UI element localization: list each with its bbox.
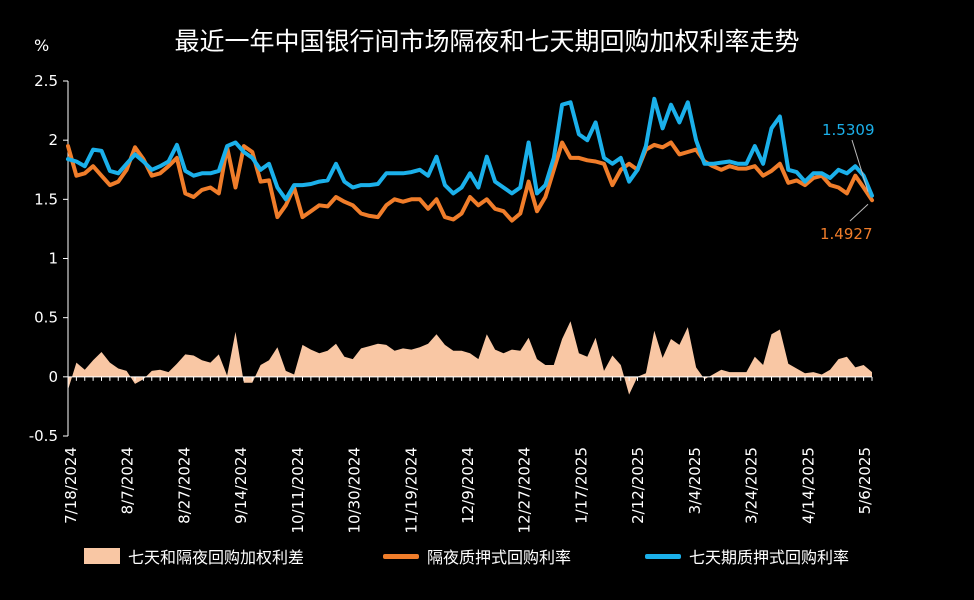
legend-label-7day: 七天期质押式回购利率 — [689, 548, 850, 567]
legend-item-spread: 七天和隔夜回购加权利差 — [84, 544, 304, 568]
x-tick-label: 1/17/2025 — [572, 447, 590, 524]
x-tick-label: 10/30/2024 — [346, 447, 364, 533]
legend-label-spread: 七天和隔夜回购加权利差 — [128, 548, 305, 567]
spread-area — [68, 321, 872, 395]
x-tick-label: 7/18/2024 — [62, 447, 80, 524]
labels: 1.5309 1.4927 — [820, 121, 875, 243]
x-tick-label: 8/7/2024 — [119, 447, 137, 514]
x-tick-label: 3/4/2025 — [686, 447, 704, 514]
spread-area-layer — [68, 321, 872, 395]
y-axis-unit-label: % — [34, 36, 50, 55]
x-tick-label: 5/6/2025 — [856, 447, 874, 514]
legend-swatch-spread — [84, 548, 120, 564]
rate-lines — [66, 96, 874, 223]
x-tick-label: 11/19/2024 — [402, 447, 420, 533]
axes: 2.5 2 1.5 1 0.5 0 -0.57/18/2024 8/7/2024 8/27/20… — [29, 72, 874, 534]
y-tick-label: 0 — [48, 368, 58, 386]
legend-item-7day: 七天期质押式回购利率 — [645, 544, 849, 568]
x-tick-label: 12/9/2024 — [459, 447, 477, 524]
x-tick-label: 2/12/2025 — [629, 447, 647, 524]
legend-swatch-7day — [645, 553, 681, 559]
legend-item-overnight: 隔夜质押式回购利率 — [383, 544, 571, 568]
y-tick-label: -0.5 — [29, 427, 58, 445]
x-tick-label: 4/14/2025 — [799, 447, 817, 524]
seven-day-leader-line — [851, 139, 869, 192]
x-tick-label: 10/11/2024 — [289, 447, 307, 533]
y-tick-label: 2.5 — [34, 72, 58, 90]
legend-label-overnight: 隔夜质押式回购利率 — [427, 548, 572, 567]
legend-swatch-overnight — [383, 553, 419, 559]
x-tick-label: 8/27/2024 — [175, 447, 193, 524]
seven-day-rate-line — [66, 96, 874, 202]
overnight-end-value-label: 1.4927 — [820, 225, 873, 243]
x-tick-label: 9/14/2024 — [232, 447, 250, 524]
y-tick-label: 1.5 — [34, 190, 58, 208]
x-tick-label: 12/27/2024 — [516, 447, 534, 533]
y-tick-label: 2 — [48, 131, 58, 149]
chart-title: 最近一年中国银行间市场隔夜和七天期回购加权利率走势 — [174, 27, 800, 56]
x-tick-label: 3/24/2025 — [743, 447, 761, 524]
overnight-rate-line — [66, 140, 874, 223]
y-tick-label: 1 — [48, 250, 58, 268]
seven-day-end-value-label: 1.5309 — [822, 121, 875, 139]
y-tick-label: 0.5 — [34, 309, 58, 327]
overnight-leader-line — [849, 203, 869, 222]
